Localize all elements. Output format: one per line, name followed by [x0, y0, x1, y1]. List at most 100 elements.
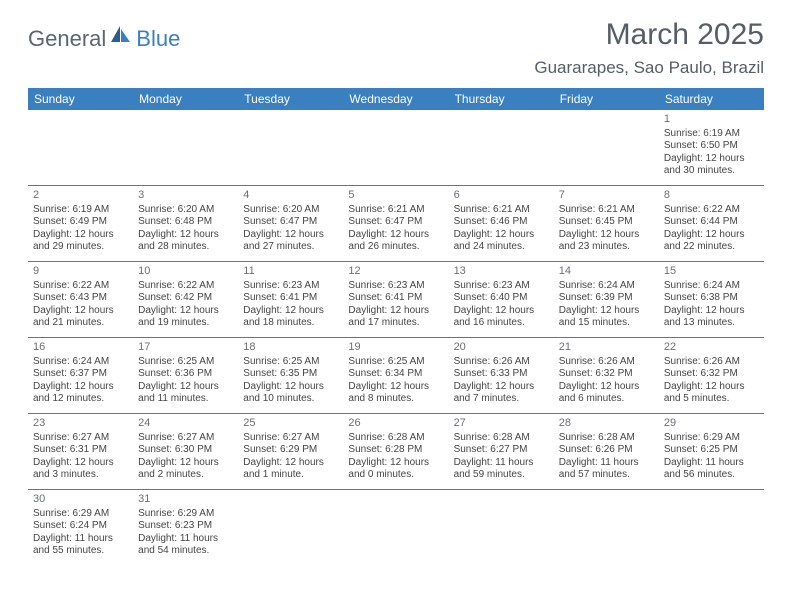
daylight-line: Daylight: 12 hours and 22 minutes.: [664, 229, 759, 254]
day-number: 10: [138, 265, 233, 279]
day-number: 22: [664, 341, 759, 355]
sunrise-line: Sunrise: 6:22 AM: [664, 204, 759, 217]
calendar-day-cell: 23Sunrise: 6:27 AMSunset: 6:31 PMDayligh…: [28, 414, 133, 489]
calendar-day-cell: 25Sunrise: 6:27 AMSunset: 6:29 PMDayligh…: [238, 414, 343, 489]
day-number: 31: [138, 493, 233, 507]
sunrise-line: Sunrise: 6:24 AM: [559, 280, 654, 293]
calendar-day-cell: 11Sunrise: 6:23 AMSunset: 6:41 PMDayligh…: [238, 262, 343, 337]
sunset-line: Sunset: 6:31 PM: [33, 444, 128, 457]
daylight-line: Daylight: 12 hours and 10 minutes.: [243, 381, 338, 406]
sunset-line: Sunset: 6:50 PM: [664, 140, 759, 153]
sunrise-line: Sunrise: 6:28 AM: [559, 432, 654, 445]
sunset-line: Sunset: 6:40 PM: [454, 292, 549, 305]
sunrise-line: Sunrise: 6:22 AM: [138, 280, 233, 293]
logo-text-general: General: [28, 26, 106, 52]
calendar-day-cell: 10Sunrise: 6:22 AMSunset: 6:42 PMDayligh…: [133, 262, 238, 337]
sunrise-line: Sunrise: 6:20 AM: [243, 204, 338, 217]
sunrise-line: Sunrise: 6:19 AM: [33, 204, 128, 217]
daylight-line: Daylight: 12 hours and 5 minutes.: [664, 381, 759, 406]
sunset-line: Sunset: 6:46 PM: [454, 216, 549, 229]
sunrise-line: Sunrise: 6:25 AM: [138, 356, 233, 369]
sunrise-line: Sunrise: 6:28 AM: [454, 432, 549, 445]
calendar-day-cell: 18Sunrise: 6:25 AMSunset: 6:35 PMDayligh…: [238, 338, 343, 413]
day-number: 30: [33, 493, 128, 507]
calendar-day-cell: [449, 110, 554, 185]
sunrise-line: Sunrise: 6:27 AM: [243, 432, 338, 445]
weekday-header: Wednesday: [343, 88, 448, 110]
sunrise-line: Sunrise: 6:24 AM: [33, 356, 128, 369]
daylight-line: Daylight: 11 hours and 59 minutes.: [454, 457, 549, 482]
calendar-day-cell: 28Sunrise: 6:28 AMSunset: 6:26 PMDayligh…: [554, 414, 659, 489]
calendar-day-cell: 4Sunrise: 6:20 AMSunset: 6:47 PMDaylight…: [238, 186, 343, 261]
sunrise-line: Sunrise: 6:21 AM: [559, 204, 654, 217]
day-number: 11: [243, 265, 338, 279]
daylight-line: Daylight: 12 hours and 28 minutes.: [138, 229, 233, 254]
calendar-day-cell: 12Sunrise: 6:23 AMSunset: 6:41 PMDayligh…: [343, 262, 448, 337]
calendar-day-cell: 24Sunrise: 6:27 AMSunset: 6:30 PMDayligh…: [133, 414, 238, 489]
daylight-line: Daylight: 12 hours and 0 minutes.: [348, 457, 443, 482]
sunset-line: Sunset: 6:36 PM: [138, 368, 233, 381]
daylight-line: Daylight: 12 hours and 12 minutes.: [33, 381, 128, 406]
sunrise-line: Sunrise: 6:23 AM: [348, 280, 443, 293]
weekday-header: Friday: [554, 88, 659, 110]
calendar-day-cell: 5Sunrise: 6:21 AMSunset: 6:47 PMDaylight…: [343, 186, 448, 261]
sunset-line: Sunset: 6:44 PM: [664, 216, 759, 229]
day-number: 23: [33, 417, 128, 431]
sunrise-line: Sunrise: 6:25 AM: [243, 356, 338, 369]
day-number: 18: [243, 341, 338, 355]
calendar-day-cell: 2Sunrise: 6:19 AMSunset: 6:49 PMDaylight…: [28, 186, 133, 261]
sunrise-line: Sunrise: 6:22 AM: [33, 280, 128, 293]
calendar-week-row: 16Sunrise: 6:24 AMSunset: 6:37 PMDayligh…: [28, 338, 764, 414]
daylight-line: Daylight: 12 hours and 2 minutes.: [138, 457, 233, 482]
sunset-line: Sunset: 6:35 PM: [243, 368, 338, 381]
calendar-day-cell: 31Sunrise: 6:29 AMSunset: 6:23 PMDayligh…: [133, 490, 238, 566]
sunset-line: Sunset: 6:23 PM: [138, 520, 233, 533]
sunset-line: Sunset: 6:28 PM: [348, 444, 443, 457]
daylight-line: Daylight: 12 hours and 13 minutes.: [664, 305, 759, 330]
location: Guararapes, Sao Paulo, Brazil: [534, 58, 764, 78]
sunrise-line: Sunrise: 6:19 AM: [664, 128, 759, 141]
calendar-day-cell: 1Sunrise: 6:19 AMSunset: 6:50 PMDaylight…: [659, 110, 764, 185]
calendar-day-cell: [343, 490, 448, 566]
day-number: 21: [559, 341, 654, 355]
sunset-line: Sunset: 6:32 PM: [664, 368, 759, 381]
daylight-line: Daylight: 12 hours and 18 minutes.: [243, 305, 338, 330]
calendar-week-row: 9Sunrise: 6:22 AMSunset: 6:43 PMDaylight…: [28, 262, 764, 338]
day-number: 29: [664, 417, 759, 431]
day-number: 4: [243, 189, 338, 203]
calendar-day-cell: 21Sunrise: 6:26 AMSunset: 6:32 PMDayligh…: [554, 338, 659, 413]
sunrise-line: Sunrise: 6:26 AM: [454, 356, 549, 369]
calendar-day-cell: 26Sunrise: 6:28 AMSunset: 6:28 PMDayligh…: [343, 414, 448, 489]
sunrise-line: Sunrise: 6:21 AM: [454, 204, 549, 217]
calendar-day-cell: [343, 110, 448, 185]
day-number: 25: [243, 417, 338, 431]
sunrise-line: Sunrise: 6:27 AM: [138, 432, 233, 445]
daylight-line: Daylight: 12 hours and 26 minutes.: [348, 229, 443, 254]
day-number: 17: [138, 341, 233, 355]
day-number: 7: [559, 189, 654, 203]
day-number: 14: [559, 265, 654, 279]
sunrise-line: Sunrise: 6:24 AM: [664, 280, 759, 293]
calendar-day-cell: 16Sunrise: 6:24 AMSunset: 6:37 PMDayligh…: [28, 338, 133, 413]
sunrise-line: Sunrise: 6:23 AM: [454, 280, 549, 293]
sunset-line: Sunset: 6:39 PM: [559, 292, 654, 305]
daylight-line: Daylight: 12 hours and 24 minutes.: [454, 229, 549, 254]
daylight-line: Daylight: 12 hours and 21 minutes.: [33, 305, 128, 330]
logo-text-blue: Blue: [136, 26, 180, 52]
weekday-header: Monday: [133, 88, 238, 110]
daylight-line: Daylight: 11 hours and 54 minutes.: [138, 533, 233, 558]
sunset-line: Sunset: 6:45 PM: [559, 216, 654, 229]
sunset-line: Sunset: 6:29 PM: [243, 444, 338, 457]
daylight-line: Daylight: 12 hours and 16 minutes.: [454, 305, 549, 330]
calendar-day-cell: 29Sunrise: 6:29 AMSunset: 6:25 PMDayligh…: [659, 414, 764, 489]
sunset-line: Sunset: 6:25 PM: [664, 444, 759, 457]
daylight-line: Daylight: 12 hours and 8 minutes.: [348, 381, 443, 406]
daylight-line: Daylight: 12 hours and 23 minutes.: [559, 229, 654, 254]
calendar: Sunday Monday Tuesday Wednesday Thursday…: [28, 88, 764, 566]
sunrise-line: Sunrise: 6:20 AM: [138, 204, 233, 217]
day-number: 13: [454, 265, 549, 279]
sunrise-line: Sunrise: 6:29 AM: [664, 432, 759, 445]
sunrise-line: Sunrise: 6:29 AM: [33, 508, 128, 521]
sunset-line: Sunset: 6:42 PM: [138, 292, 233, 305]
calendar-day-cell: 14Sunrise: 6:24 AMSunset: 6:39 PMDayligh…: [554, 262, 659, 337]
